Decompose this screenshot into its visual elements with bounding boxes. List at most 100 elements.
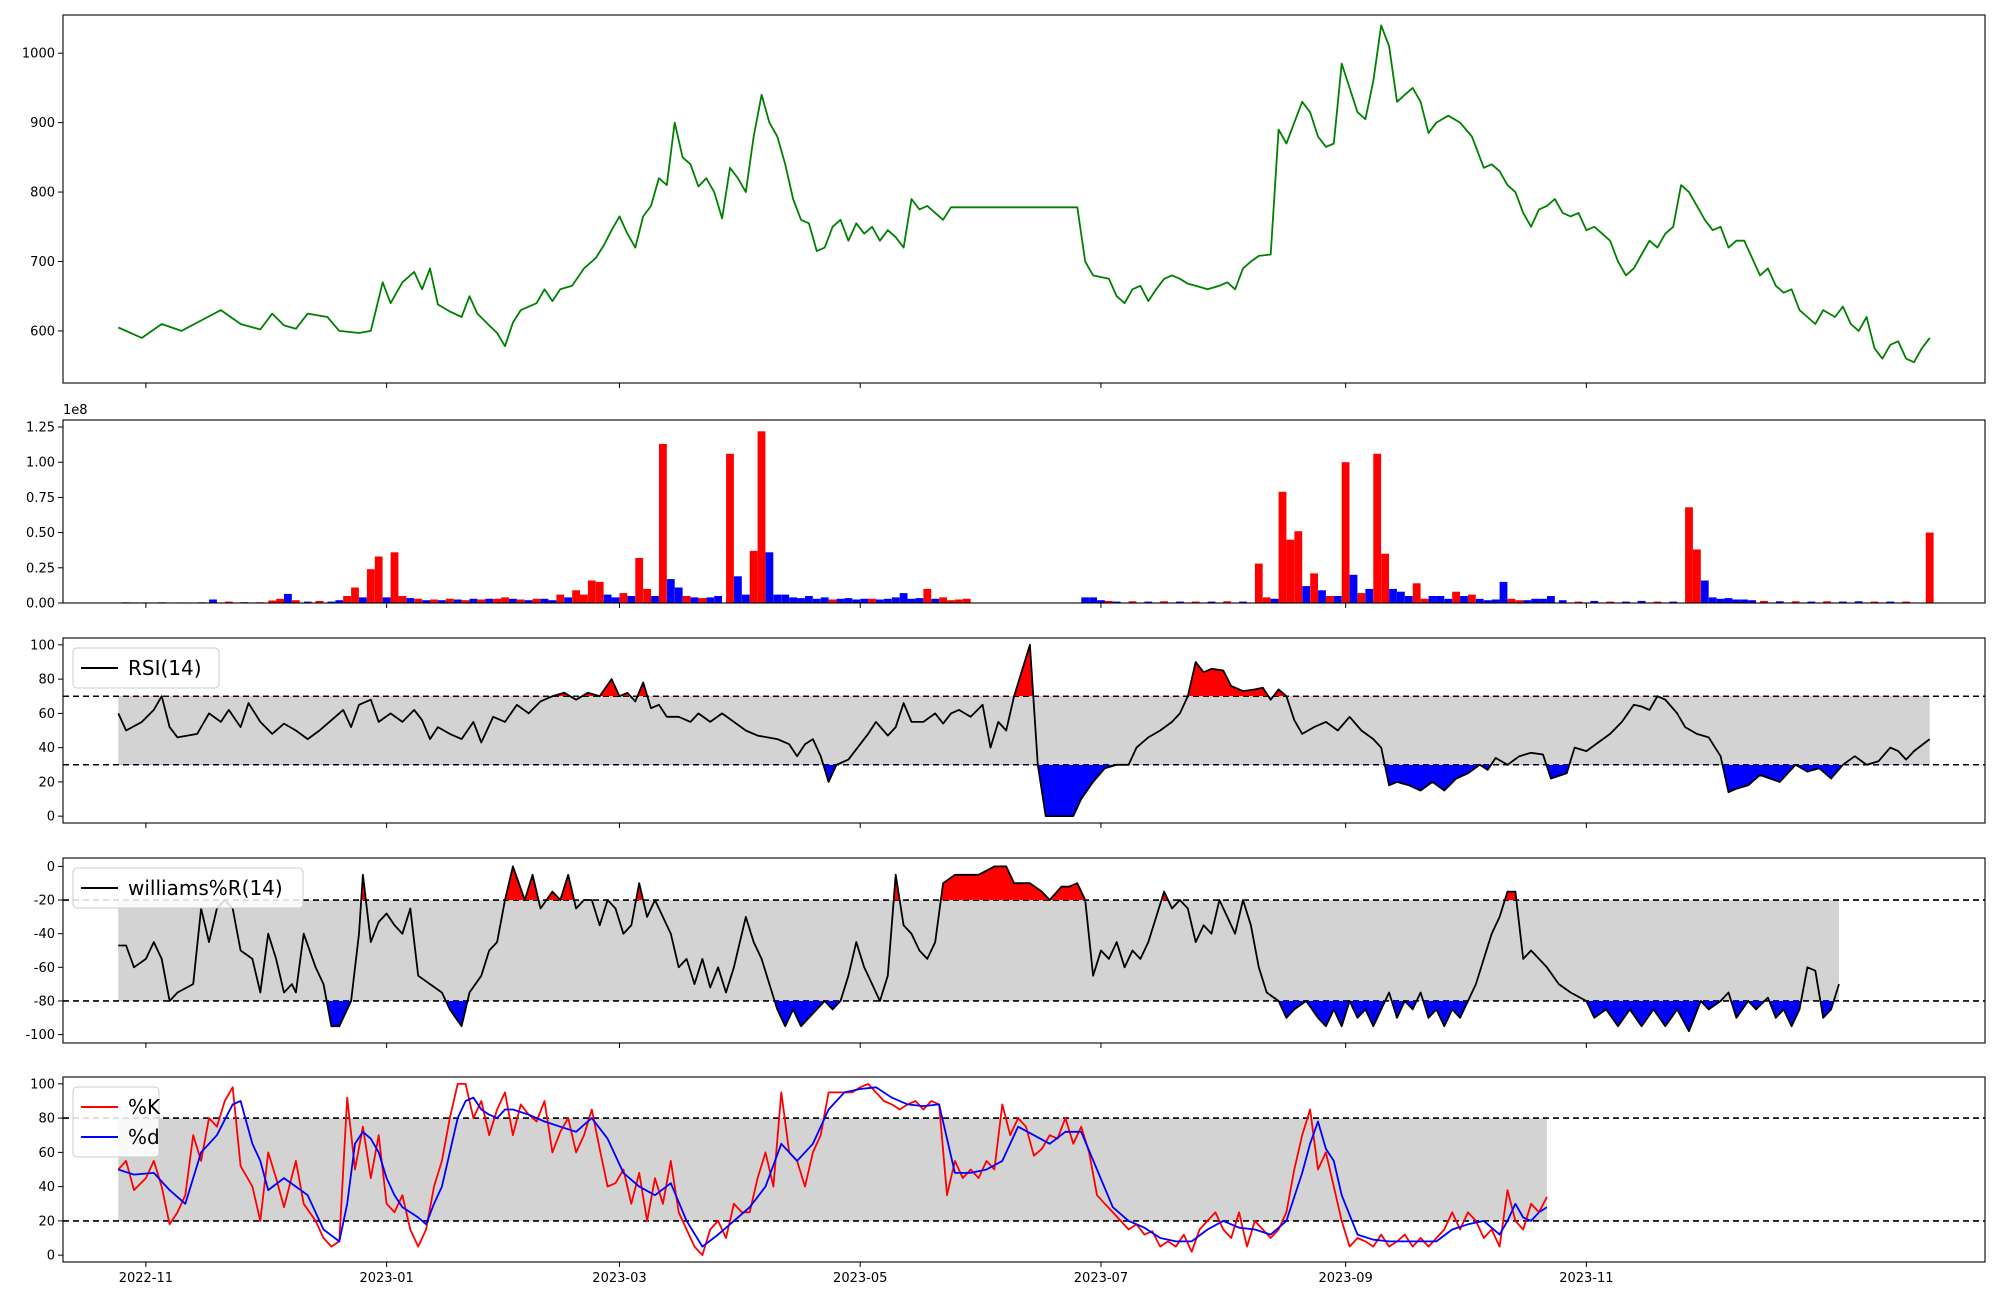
legend-label: %K: [128, 1095, 161, 1119]
volume-bar: [1748, 600, 1756, 603]
volume-bar: [1531, 598, 1539, 603]
volume-bar: [1590, 600, 1599, 603]
band-fill: [118, 1118, 1547, 1221]
x-tick-label: 2023-07: [1074, 1271, 1128, 1286]
volume-bar: [1760, 600, 1768, 603]
volume-bar: [836, 598, 845, 603]
volume-bar: [860, 598, 869, 603]
volume-bar: [564, 597, 573, 603]
volume-bar: [1341, 462, 1350, 603]
series-line-1: [118, 865, 1840, 1033]
volume-bar: [931, 598, 940, 603]
volume-bar: [876, 599, 884, 603]
y-tick-label: 0: [47, 1249, 55, 1264]
volume-bar: [493, 598, 501, 603]
volume-bar: [706, 597, 715, 603]
series-line-1: [117, 24, 1931, 364]
volume-bar: [1404, 596, 1413, 603]
volume-bar: [540, 598, 549, 603]
volume-bar: [1523, 600, 1532, 603]
volume-bar: [907, 598, 916, 603]
volume-bar: [1097, 600, 1105, 603]
volume-bar: [469, 598, 478, 603]
volume-bar: [812, 598, 821, 603]
volume-bar: [1112, 601, 1121, 603]
volume-bar: [1515, 600, 1524, 603]
volume-bar: [572, 590, 580, 603]
volume-bar: [714, 596, 722, 603]
volume-bar: [1685, 507, 1693, 603]
volume-bar: [828, 599, 837, 603]
volume-bar: [1436, 596, 1445, 603]
volume-bar: [1318, 590, 1326, 603]
volume-bar: [453, 599, 462, 603]
volume-bar: [1740, 599, 1749, 603]
volume-bar: [398, 596, 407, 603]
y-tick-label: 1000: [22, 47, 55, 62]
volume-bar: [1716, 598, 1725, 603]
volume-bar: [359, 597, 367, 603]
legend-label: RSI(14): [128, 656, 202, 680]
volume-bar: [1428, 596, 1437, 603]
volume-bar: [291, 600, 300, 603]
volume-bar: [781, 594, 790, 603]
y-tick-label: 60: [38, 1146, 55, 1161]
y-tick-label: 20: [38, 775, 55, 790]
volume-bar: [765, 552, 774, 603]
volume-bar: [1507, 598, 1516, 603]
volume-bar: [1499, 581, 1508, 603]
volume-bar: [1925, 532, 1934, 603]
volume-bar: [461, 600, 470, 603]
volume-bar: [1693, 549, 1701, 603]
volume-bar: [666, 579, 675, 603]
volume-bar: [1373, 453, 1382, 603]
y-tick-label: 60: [38, 707, 55, 722]
volume-bar: [682, 596, 691, 603]
volume-bar: [1081, 597, 1090, 603]
volume-bar: [1732, 599, 1741, 603]
volume-bar: [315, 600, 324, 603]
volume-bar: [868, 598, 876, 603]
volume-bar: [1452, 591, 1460, 603]
volume-bar: [1444, 598, 1453, 603]
volume-bar: [1460, 596, 1468, 603]
legend-box: [72, 867, 304, 909]
y-tick-label: -100: [25, 1028, 55, 1043]
legend-label: %d: [128, 1125, 160, 1149]
y-tick-label: 0: [47, 860, 55, 875]
volume-bar: [947, 600, 955, 603]
series-line-2: [118, 1086, 1548, 1248]
y-tick-label: 0.25: [26, 561, 55, 576]
volume-bar: [414, 598, 423, 603]
volume-bar: [619, 593, 628, 603]
volume-bar: [1708, 597, 1717, 603]
overbought-fill: [118, 866, 1839, 901]
volume-bar: [820, 597, 829, 603]
volume-bar: [1870, 601, 1879, 603]
volume-bar: [209, 599, 217, 603]
volume-bar: [1144, 601, 1153, 603]
volume-bar: [1637, 600, 1646, 603]
volume-bar: [1653, 601, 1662, 603]
volume-bar: [335, 600, 344, 603]
y-tick-label: 600: [30, 324, 55, 339]
volume-bar: [1622, 601, 1630, 603]
volume-bar: [1365, 588, 1374, 603]
x-tick-label: 2023-09: [1318, 1271, 1372, 1286]
volume-bar: [366, 569, 375, 603]
volume-bar: [1412, 583, 1421, 603]
volume-bar: [659, 443, 667, 603]
axes-frame: [62, 1076, 1986, 1263]
y-tick-label: -20: [34, 894, 55, 909]
band-fill: [118, 900, 1839, 1001]
axes-frame: [62, 419, 1986, 604]
y-tick-label: 0.50: [26, 526, 55, 541]
volume-bar: [477, 599, 486, 603]
panel-4: -100 -80 -60 -40 -20 0 williams%R(14): [25, 857, 1986, 1048]
volume-bar: [595, 581, 604, 603]
volume-bar: [268, 600, 277, 603]
panel-3: 0 20 40 60 80 100 RSI(14): [30, 637, 1986, 828]
volume-bar: [1483, 600, 1492, 603]
volume-bar: [1254, 563, 1263, 603]
